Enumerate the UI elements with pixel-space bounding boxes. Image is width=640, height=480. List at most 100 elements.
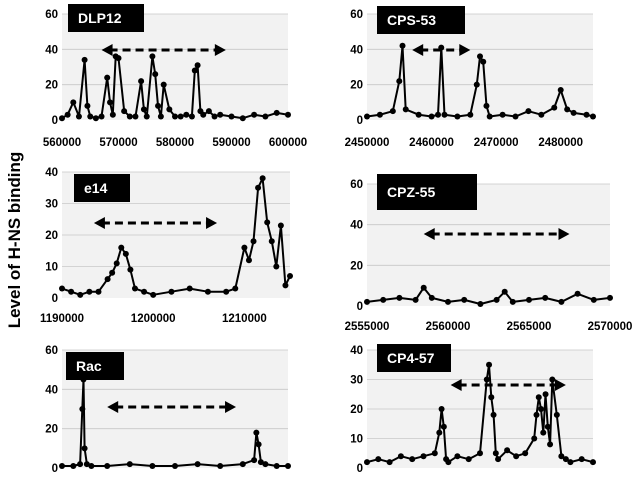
data-point <box>241 244 248 251</box>
y-tick-label: 60 <box>45 345 58 357</box>
data-point <box>389 108 396 115</box>
x-tick-label: 1210000 <box>222 313 267 325</box>
data-point <box>415 111 422 118</box>
y-tick-label: 0 <box>357 463 363 475</box>
data-point <box>118 244 125 251</box>
arrow-head-left <box>412 44 424 56</box>
chart-panel-cpz-55: 0 20 40 60 2555000 2560000 2565000 2570000 CPZ-5… <box>345 174 632 333</box>
data-point <box>140 106 147 113</box>
data-point <box>590 113 596 120</box>
data-point <box>211 113 218 120</box>
data-point <box>81 56 88 63</box>
y-axis-label: Level of H-NS binding <box>5 151 24 329</box>
data-point <box>127 266 134 273</box>
data-point <box>477 450 483 457</box>
data-point <box>64 111 71 118</box>
data-point <box>59 285 65 292</box>
data-point <box>251 457 258 464</box>
data-point <box>454 453 461 460</box>
data-point <box>492 450 499 457</box>
data-point <box>436 429 443 436</box>
data-point <box>122 250 129 257</box>
y-tick-label: 40 <box>350 345 363 357</box>
data-point <box>253 429 260 436</box>
data-point <box>558 298 565 305</box>
data-point <box>200 111 207 118</box>
data-point <box>287 272 293 279</box>
data-point <box>177 113 184 120</box>
data-point <box>262 113 269 120</box>
data-point <box>157 113 164 120</box>
y-tick-label: 20 <box>350 80 363 92</box>
data-point <box>480 58 487 65</box>
data-point <box>239 461 246 468</box>
title-badge <box>68 4 144 32</box>
data-point <box>397 453 404 460</box>
data-point <box>445 459 452 466</box>
data-point <box>445 298 451 305</box>
data-point <box>59 115 65 122</box>
data-point <box>273 463 280 470</box>
data-point <box>567 459 574 466</box>
data-point <box>376 111 383 118</box>
data-point <box>86 288 93 295</box>
data-point <box>150 291 157 298</box>
arrow-head-left <box>93 217 105 229</box>
data-point <box>547 441 554 448</box>
data-point <box>483 102 490 109</box>
y-tick-label: 0 <box>357 115 363 127</box>
x-tick-label: 2480000 <box>538 137 583 149</box>
data-point <box>149 463 156 470</box>
data-point <box>399 42 406 49</box>
data-point <box>168 288 175 295</box>
data-point <box>77 291 84 298</box>
y-tick-label: 20 <box>350 404 363 416</box>
data-point <box>138 78 145 85</box>
data-point <box>59 463 65 470</box>
data-point <box>259 175 266 182</box>
data-point <box>81 445 88 452</box>
data-point <box>104 463 111 470</box>
arrow-head-right <box>554 379 566 391</box>
data-point <box>375 456 382 463</box>
data-point <box>70 463 77 470</box>
title-badge <box>74 174 130 202</box>
y-tick-label: 30 <box>350 375 363 387</box>
data-point <box>104 74 111 81</box>
chart-panel-cps-53: 0 20 40 60 2450000 2460000 2470000 2480000 CPS-5… <box>345 6 596 149</box>
data-point <box>526 296 532 303</box>
data-point <box>273 109 280 116</box>
data-point <box>483 376 490 383</box>
chart-panel-rac: 0 20 40 60 Rac <box>45 345 291 475</box>
data-point <box>578 456 585 463</box>
data-point <box>533 411 540 418</box>
data-point <box>232 285 239 292</box>
x-tick-label: 2565000 <box>507 321 552 333</box>
data-point <box>551 104 558 111</box>
chart-title: CP4-57 <box>387 350 435 366</box>
data-point <box>70 99 77 106</box>
y-tick-label: 40 <box>350 220 363 232</box>
data-point <box>75 113 82 120</box>
y-tick-label: 20 <box>45 230 58 242</box>
data-point <box>553 411 560 418</box>
data-point <box>141 288 148 295</box>
chart-title: CPS-53 <box>387 12 436 28</box>
data-point <box>486 361 493 368</box>
y-tick-label: 40 <box>45 384 58 396</box>
data-point <box>131 285 138 292</box>
chart-panel-e14: 0 10 20 30 40 1190000 1200000 1210000 e14 <box>40 167 293 325</box>
data-point <box>438 406 445 412</box>
title-badge <box>66 352 124 380</box>
data-point <box>512 113 519 120</box>
data-point <box>113 260 120 267</box>
data-point <box>77 461 84 468</box>
data-point <box>557 86 564 93</box>
chart-panel-dlp12: 0 20 40 60 560000 570000 580000 590000 600000 DLP… <box>43 4 307 149</box>
data-point <box>454 113 461 120</box>
data-point <box>228 113 235 120</box>
data-point <box>522 450 529 457</box>
data-point <box>285 111 291 118</box>
data-point <box>499 111 506 118</box>
data-point <box>364 113 370 120</box>
